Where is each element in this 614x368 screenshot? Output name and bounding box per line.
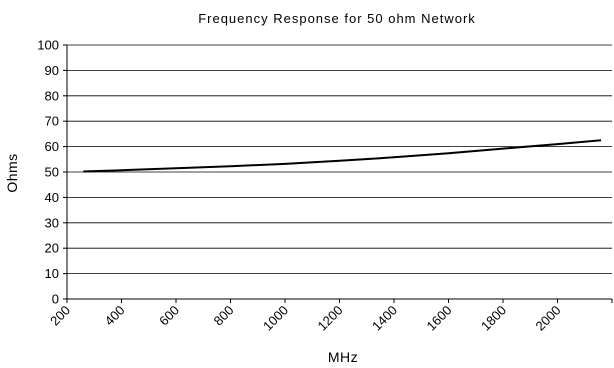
x-tick-label-1400: 1400	[369, 303, 400, 334]
x-tick-label-400: 400	[102, 303, 128, 329]
x-tick-label-600: 600	[156, 303, 182, 329]
x-tick-label-1600: 1600	[424, 303, 455, 334]
y-tick-label-80: 80	[45, 88, 59, 103]
y-tick-label-50: 50	[45, 165, 59, 180]
x-tick-label-800: 800	[211, 303, 237, 329]
y-tick-label-90: 90	[45, 63, 59, 78]
y-axis-label: Ohms	[4, 153, 20, 192]
x-tick-label-1200: 1200	[315, 303, 346, 334]
y-tick-label-100: 100	[37, 38, 59, 53]
y-tick-label-0: 0	[52, 292, 59, 307]
y-tick-label-40: 40	[45, 190, 59, 205]
y-tick-label-20: 20	[45, 241, 59, 256]
y-tick-label-30: 30	[45, 215, 59, 230]
chart-title: Frequency Response for 50 ohm Network	[198, 11, 476, 26]
series-group	[83, 139, 602, 173]
x-tick-label-1800: 1800	[478, 303, 509, 334]
x-tick-label-1000: 1000	[260, 303, 291, 334]
y-tick-label-10: 10	[45, 266, 59, 281]
y-tick-label-60: 60	[45, 139, 59, 154]
y-tick-label-70: 70	[45, 114, 59, 129]
y-tick-labels: 0 10 20 30 40 50 60 70 80 90 100	[37, 38, 67, 307]
series-line-0	[83, 139, 602, 173]
gridlines	[67, 44, 612, 275]
x-tick-labels: 200 400 600 800 1000 1200 1400 1600 1800 2000	[47, 299, 613, 334]
x-tick-label-2000: 2000	[533, 303, 564, 334]
x-axis-label: MHz	[328, 349, 358, 365]
